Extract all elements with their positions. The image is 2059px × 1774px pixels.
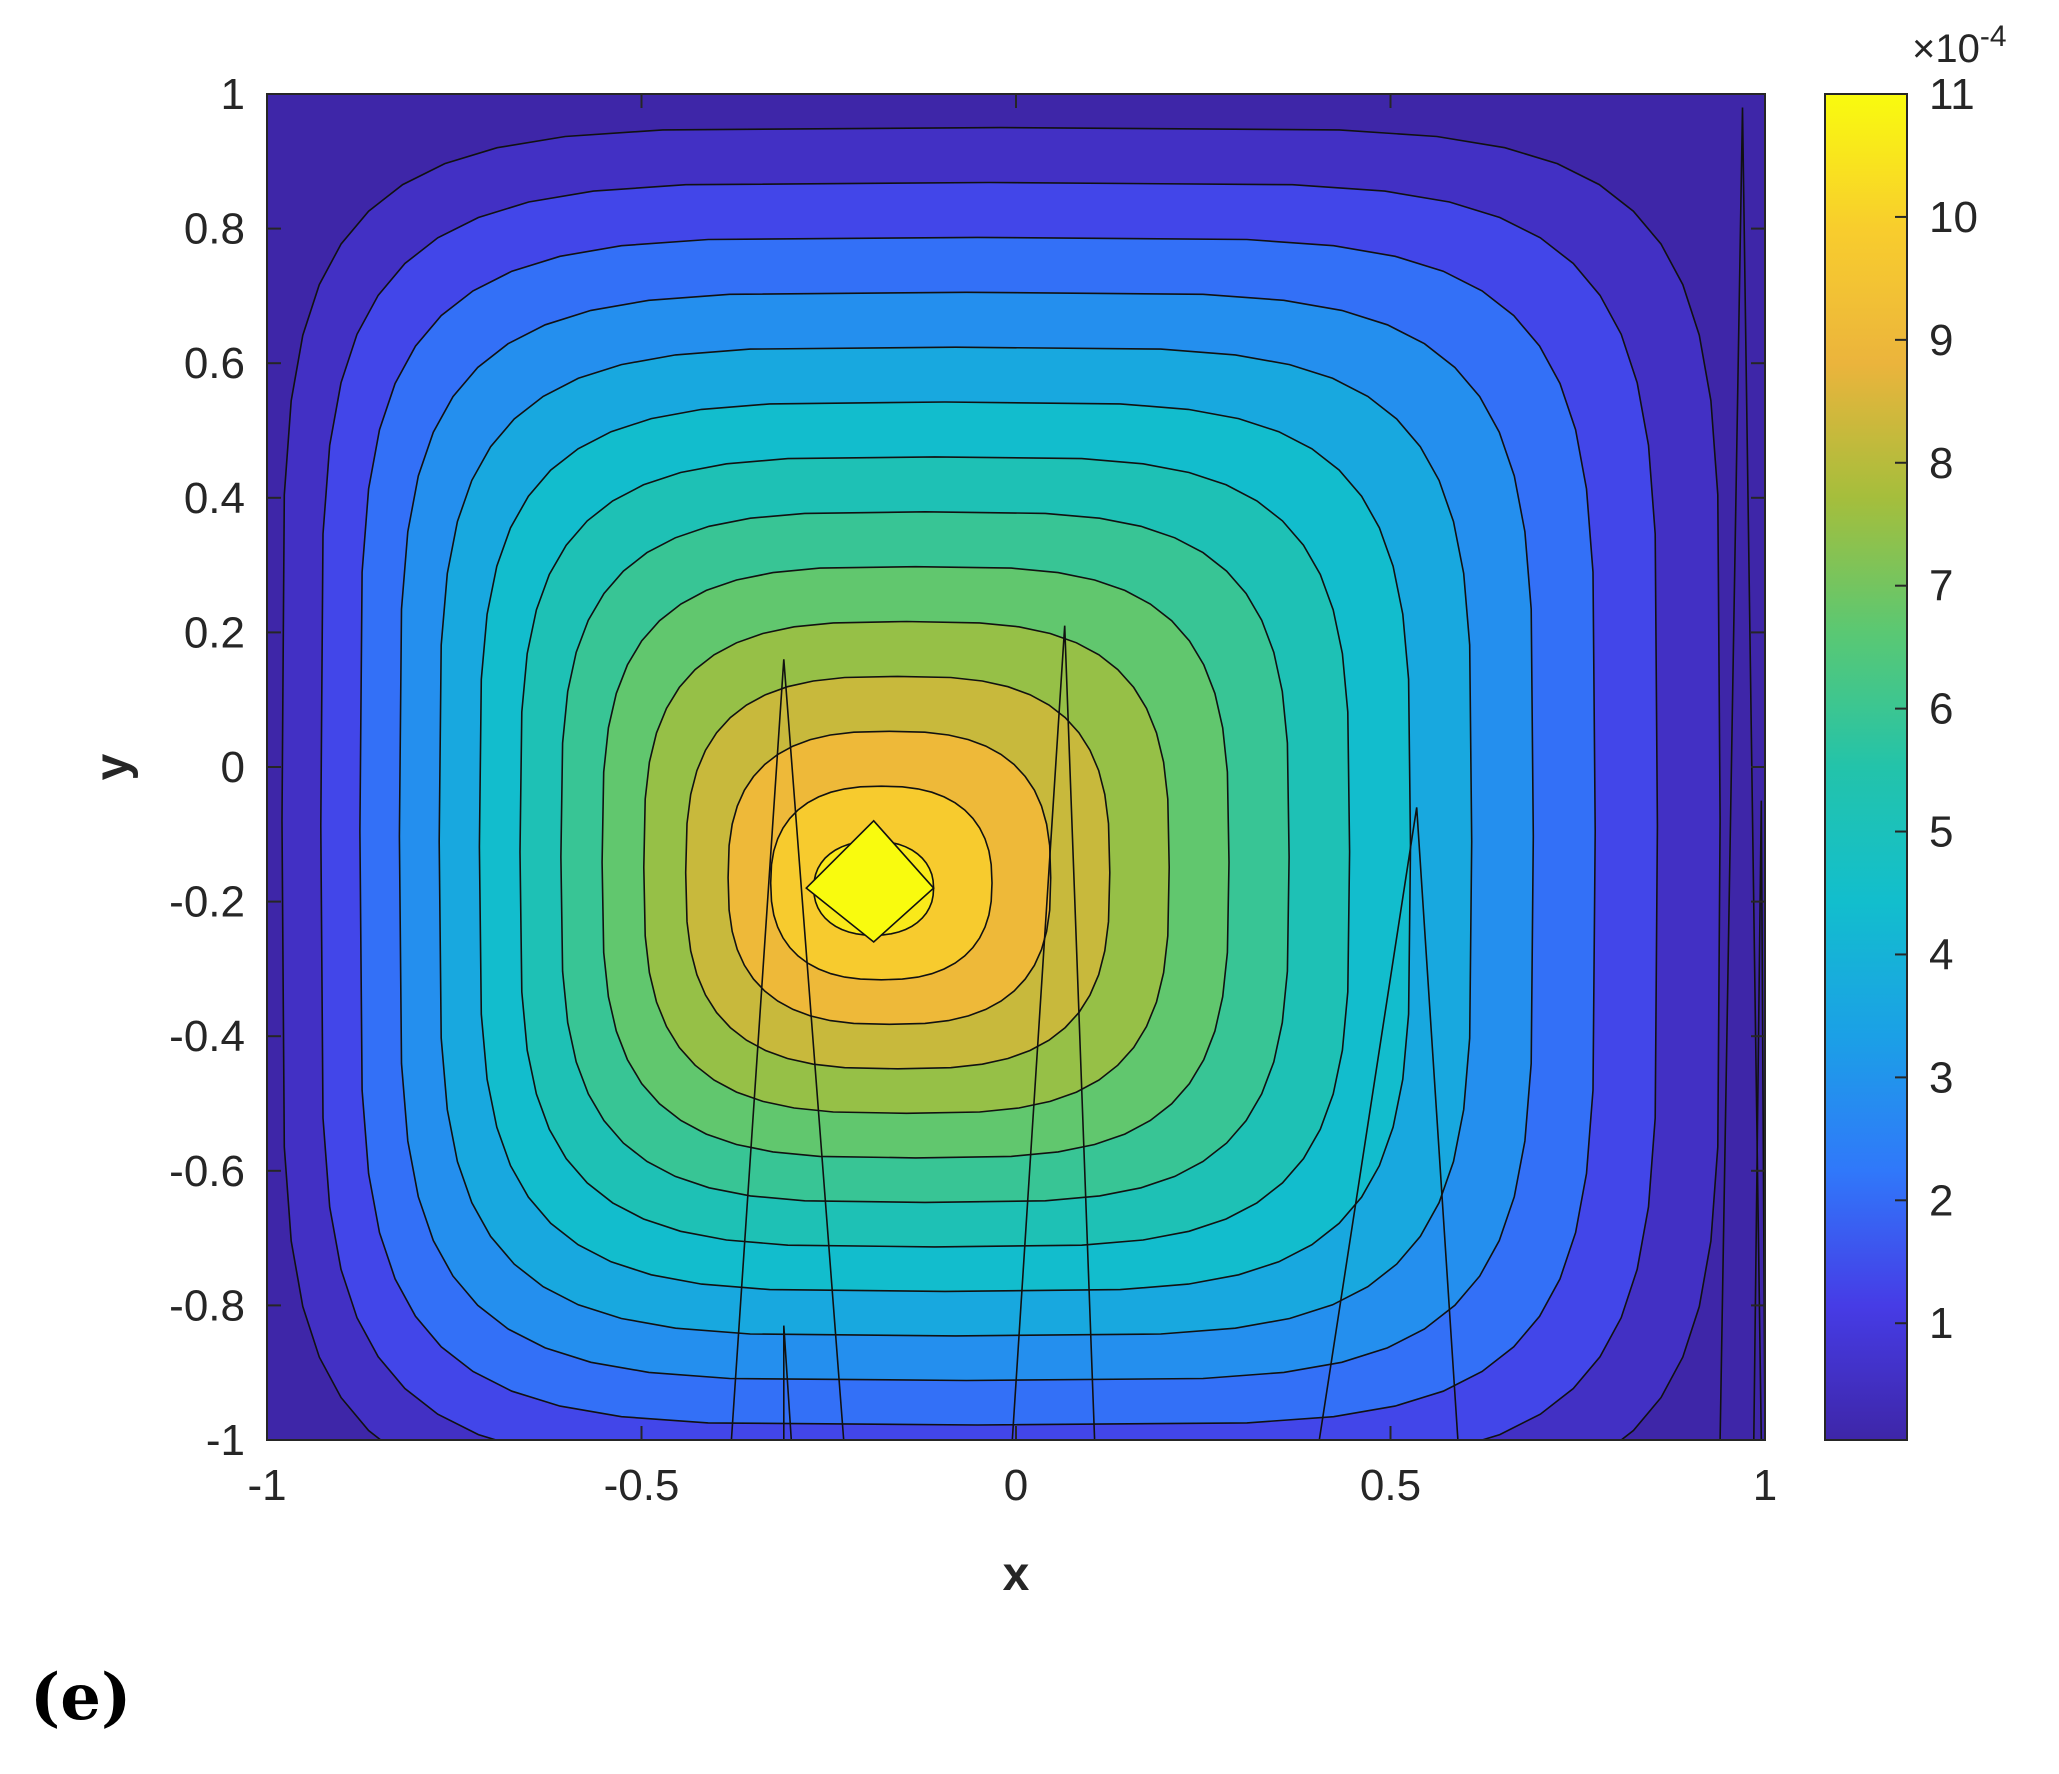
contour-artifact-line <box>1753 800 1765 1440</box>
y-axis: -1 -0.8 -0.6 -0.4 -0.2 0 0.2 0.4 0.6 0.8 1 <box>169 70 1765 1465</box>
panel-label: (e) <box>30 1660 132 1735</box>
colorbar-tick-label: 2 <box>1929 1176 1953 1225</box>
colorbar-multiplier-exponent: -4 <box>1980 20 2007 53</box>
colorbar: 1 2 3 4 5 6 7 8 9 10 11 ×10-4 <box>1824 20 2007 1441</box>
contour-artifact-line <box>1719 107 1763 1440</box>
colorbar-tick-label: 1 <box>1929 1299 1953 1348</box>
x-tick-label: -0.5 <box>604 1461 680 1510</box>
y-tick-label: 1 <box>221 70 245 119</box>
x-tick-label: 0 <box>1004 1461 1028 1510</box>
colorbar-tick-label: 6 <box>1929 685 1953 734</box>
y-tick-label: 0.4 <box>184 474 245 523</box>
y-tick-label: -0.6 <box>169 1147 245 1196</box>
y-tick-label: 0.6 <box>184 339 245 388</box>
plot-area <box>266 93 1766 1441</box>
y-tick-label: -1 <box>206 1416 245 1465</box>
contour-peak <box>805 819 935 944</box>
contour-artifact-line <box>1011 625 1096 1440</box>
colorbar-multiplier-base: ×10 <box>1912 27 1980 71</box>
x-tick-label: -1 <box>247 1461 286 1510</box>
contour-fills <box>281 126 1721 1440</box>
colorbar-multiplier: ×10-4 <box>1912 20 2007 71</box>
colorbar-ticks: 1 2 3 4 5 6 7 8 9 10 11 <box>1895 70 1978 1348</box>
y-tick-label: -0.4 <box>169 1012 245 1061</box>
colorbar-tick-label: 4 <box>1929 930 1953 979</box>
colorbar-tick-label: 8 <box>1929 439 1953 488</box>
x-axis: -1 -0.5 0 0.5 1 <box>247 94 1777 1510</box>
y-tick-label: 0.2 <box>184 608 245 657</box>
y-axis-title: y <box>86 753 139 780</box>
colorbar-bar <box>1824 93 1908 1441</box>
colorbar-tick-label: 10 <box>1929 193 1978 242</box>
colorbar-tick-label: 7 <box>1929 562 1953 611</box>
contour-artifact-line <box>1318 807 1459 1440</box>
colorbar-tick-label: 9 <box>1929 316 1953 365</box>
contour-artifact-line <box>782 1325 793 1440</box>
colorbar-tick-label: 11 <box>1929 70 1975 119</box>
y-tick-label: 0 <box>221 743 245 792</box>
x-tick-label: 1 <box>1753 1461 1777 1510</box>
y-tick-label: -0.2 <box>169 878 245 927</box>
colorbar-tick-label: 5 <box>1929 808 1953 857</box>
x-tick-label: 0.5 <box>1360 1461 1421 1510</box>
contour-artifact-line <box>730 659 845 1440</box>
x-axis-title: x <box>1003 1548 1030 1601</box>
y-tick-label: -0.8 <box>169 1281 245 1330</box>
y-tick-label: 0.8 <box>184 205 245 254</box>
colorbar-tick-label: 3 <box>1929 1053 1953 1102</box>
contour-artifact-lines <box>730 107 1765 1440</box>
